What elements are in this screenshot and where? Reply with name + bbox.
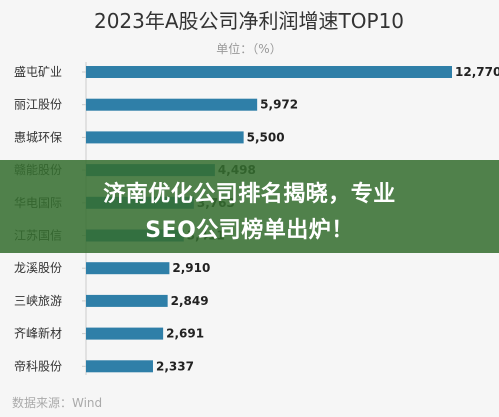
bar [86, 131, 244, 144]
unit-label: 单位：（%） [216, 41, 281, 56]
category-label: 龙溪股份 [14, 261, 62, 275]
value-label: 12,770 [455, 65, 499, 79]
bar [86, 294, 168, 307]
bar [86, 98, 258, 111]
bar [86, 262, 170, 275]
chart-title: 2023年A股公司净利润增速TOP10 [94, 9, 404, 33]
value-label: 2,337 [156, 359, 194, 373]
category-label: 帝科股份 [14, 358, 62, 373]
category-label: 惠城环保 [14, 130, 62, 144]
category-label: 三峡旅游 [14, 294, 62, 308]
value-label: 2,910 [172, 261, 210, 275]
bar [86, 327, 164, 340]
overlay-headline-line2: SEO公司榜单出炉！ [145, 218, 354, 243]
bar [86, 66, 452, 78]
value-label: 2,691 [166, 327, 204, 341]
value-label: 5,500 [247, 130, 285, 144]
category-label: 盛屯矿业 [14, 64, 62, 79]
category-label: 齐峰新材 [14, 326, 62, 341]
bar [86, 360, 153, 373]
value-label: 5,972 [260, 98, 298, 112]
overlay-banner [0, 160, 499, 253]
category-label: 丽江股份 [14, 98, 62, 112]
source-note: 数据来源：Wind [12, 395, 102, 410]
value-label: 2,849 [171, 294, 209, 308]
overlay-headline-line1: 济南优化公司排名揭晓，专业 [103, 182, 396, 207]
